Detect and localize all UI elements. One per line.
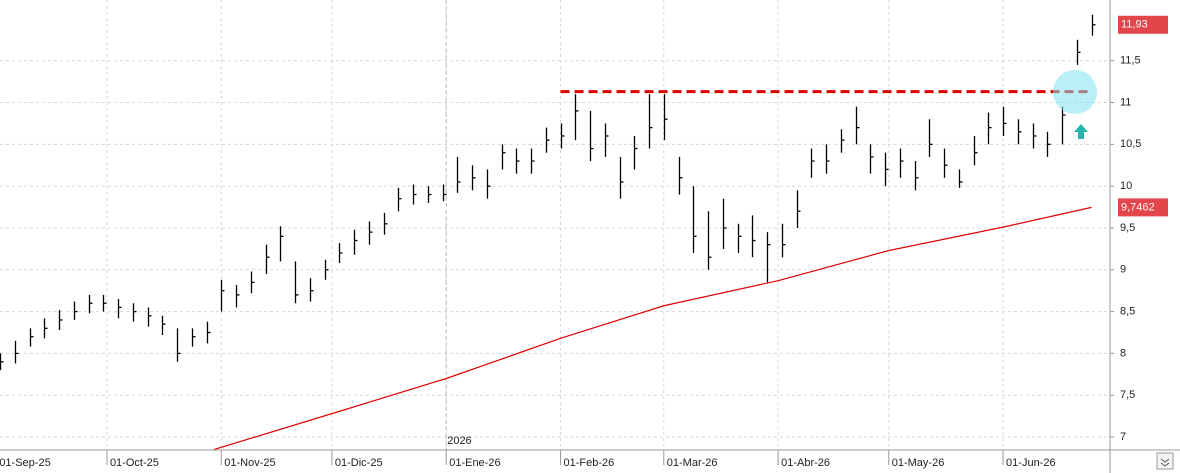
x-tick-label: 01-Sep-25 xyxy=(0,457,51,469)
scroll-icon xyxy=(1160,458,1170,467)
last-price-label: 11,93 xyxy=(1121,19,1148,31)
up-arrow xyxy=(1074,124,1088,139)
year-label: 2026 xyxy=(447,435,471,447)
y-tick-label: 10,5 xyxy=(1120,138,1141,150)
x-tick-label: 01-Oct-25 xyxy=(110,457,159,469)
moving-average-line xyxy=(213,206,1092,450)
x-tick-label: 01-Nov-25 xyxy=(224,457,275,469)
last-price-label-box xyxy=(1118,15,1168,34)
x-tick-label: 01-May-26 xyxy=(892,457,945,469)
x-tick-label: 01-Feb-26 xyxy=(564,457,615,469)
x-tick-label: 01-Dic-25 xyxy=(335,457,383,469)
x-tick-label: 01-Abr-26 xyxy=(781,457,830,469)
x-tick-label: 01-Jun-26 xyxy=(1006,457,1056,469)
x-tick-label: 01-Ene-26 xyxy=(449,457,500,469)
y-tick-label: 9,5 xyxy=(1120,222,1135,234)
y-tick-label: 7,5 xyxy=(1120,389,1135,401)
ma-label: 9,7462 xyxy=(1121,201,1155,213)
scroll-button[interactable] xyxy=(1156,452,1174,470)
ma-label-box xyxy=(1118,198,1168,217)
y-tick-label: 9 xyxy=(1120,264,1126,276)
y-tick-label: 8 xyxy=(1120,347,1126,359)
highlight-circle xyxy=(1053,70,1097,114)
y-tick-label: 11,5 xyxy=(1120,55,1141,67)
y-tick-label: 8,5 xyxy=(1120,306,1135,318)
y-tick-label: 7 xyxy=(1120,431,1126,443)
y-tick-label: 11 xyxy=(1120,96,1131,108)
x-tick-label: 01-Mar-26 xyxy=(667,457,718,469)
y-tick-label: 10 xyxy=(1120,180,1132,192)
plot-area xyxy=(0,0,1110,450)
